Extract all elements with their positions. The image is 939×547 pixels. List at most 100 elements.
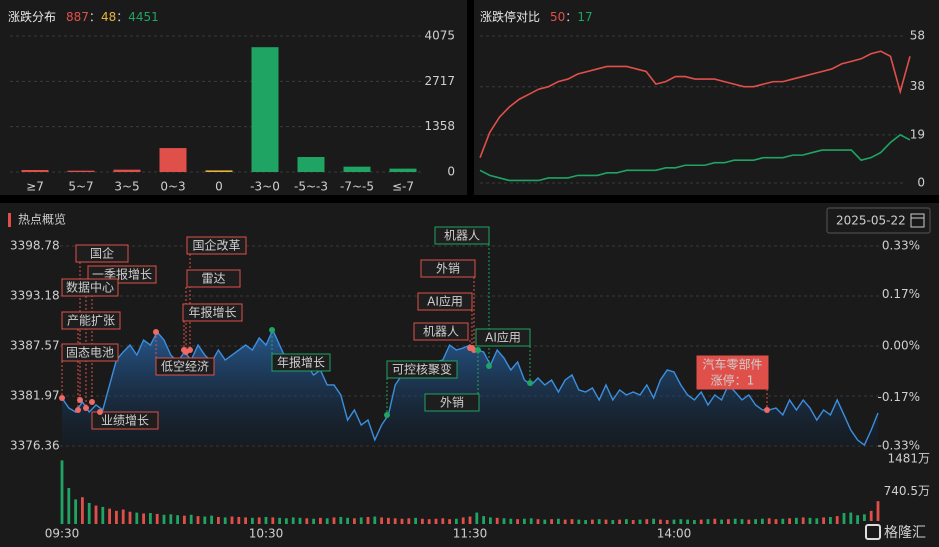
separator: ： (565, 10, 577, 24)
annotation-text: 一季报增长 (92, 267, 152, 282)
bar (297, 156, 325, 172)
annotation-box (386, 360, 458, 379)
annotation-text: 雷达 (201, 272, 225, 286)
annotation-box (186, 269, 241, 288)
annotation-text: 机器人 (444, 229, 480, 243)
volume-bar (502, 518, 506, 524)
separator: ： (116, 10, 128, 24)
annotation-box (186, 236, 247, 255)
annotation-dot (527, 380, 533, 386)
bar (113, 169, 141, 172)
volume-bar (652, 518, 655, 524)
annotation-dot (384, 412, 390, 418)
annotation-dot (75, 407, 81, 413)
bar (21, 169, 49, 172)
y-tick-label: 0 (917, 176, 925, 190)
volume-bar (563, 519, 567, 524)
volume-bar (543, 519, 547, 524)
volume-bar (686, 519, 689, 524)
volume-bar (108, 508, 111, 524)
annotation-text: 业绩增长 (101, 414, 149, 428)
volume-bar (196, 516, 200, 524)
volume-bar (421, 518, 424, 524)
y2-tick-label: 0.00% (882, 339, 920, 353)
volume-bar (121, 509, 125, 524)
volume-bar (516, 519, 519, 524)
bar (251, 47, 279, 172)
volume-bar (319, 517, 322, 524)
bar (67, 170, 95, 172)
x-tick-label: ≤-7 (392, 180, 414, 194)
volume-bar (597, 519, 601, 524)
date-picker[interactable]: 2025-05-22 (826, 207, 931, 234)
volume-bar (645, 519, 649, 524)
volume-bar (373, 516, 377, 524)
volume-bar (733, 518, 737, 524)
volume-bar (475, 512, 479, 524)
volume-bar (162, 514, 166, 524)
annotation-text: 外销 (436, 262, 460, 276)
x-tick-label: 11:30 (453, 527, 488, 541)
annotation-dot (181, 347, 187, 353)
watermark: 格隆汇 (862, 521, 939, 547)
annotation-box (155, 357, 215, 376)
volume-bar (87, 502, 91, 524)
panel-distribution (0, 0, 467, 195)
volume-bar (285, 518, 288, 524)
annotation-box (61, 311, 121, 330)
annotation-dot (153, 329, 159, 335)
y-tick-label: 2717 (424, 74, 455, 88)
volume-bar (427, 519, 431, 524)
volume-bar (767, 518, 771, 524)
volume-bar (60, 460, 64, 524)
annotation-text: 低空经济 (161, 359, 209, 374)
separator: ： (89, 10, 101, 24)
volume-bar (591, 519, 594, 524)
area (62, 330, 878, 446)
annotation-dot (486, 363, 492, 369)
volume-bar (842, 513, 846, 524)
volume-bar (577, 519, 581, 524)
annotation-dot (89, 399, 95, 405)
volume-bar (251, 517, 254, 524)
annotation-text: AI应用 (427, 294, 463, 309)
calendar-icon[interactable] (910, 213, 925, 228)
volume-bar (155, 513, 159, 524)
y-tick-label: 1358 (424, 119, 455, 133)
volume-bar (217, 516, 220, 524)
date[interactable]: 2025-05-22 (836, 214, 906, 228)
volume-bar (550, 519, 553, 524)
y-tick-label: 3376.36 (10, 439, 60, 453)
volume-bar (801, 517, 805, 524)
volume-bar (754, 519, 757, 524)
volume-tick-label: 740.5万 (884, 484, 930, 498)
y-tick-label: 3393.18 (10, 288, 60, 302)
y-tick-label: 58 (910, 29, 925, 43)
x-tick-label: -3~0 (250, 180, 280, 194)
y-tick-label: 19 (910, 127, 925, 141)
limit-up-count: 50 (550, 10, 565, 24)
y-tick-label: 3398.78 (10, 239, 60, 253)
volume-bar (509, 518, 513, 524)
volume-bar (706, 519, 710, 524)
x-tick-label: 09:30 (45, 527, 80, 541)
volume-bar (305, 518, 309, 524)
bar (389, 168, 417, 172)
volume-bar (210, 515, 213, 524)
line (479, 133, 911, 182)
volume-bar (264, 516, 268, 524)
date-box[interactable] (826, 207, 931, 234)
annotation-box (696, 355, 769, 390)
title-marker (8, 213, 11, 227)
volume-bar (380, 517, 383, 524)
y2-tick-label: -0.17% (878, 390, 920, 404)
annotation-text: 产能扩张 (67, 314, 115, 328)
volume-bar (359, 517, 363, 524)
volume-bar (788, 518, 791, 524)
annotation-text: AI应用 (485, 330, 521, 345)
plots: 0 1358 2717 4075 ≥7 5~7 3~5 0~3 0 -3~0 -5~-3 -7~-5 ≤… (10, 29, 930, 541)
x-tick-label: 0 (215, 180, 223, 194)
volume-bar (638, 519, 642, 524)
volume-bar (523, 518, 526, 524)
